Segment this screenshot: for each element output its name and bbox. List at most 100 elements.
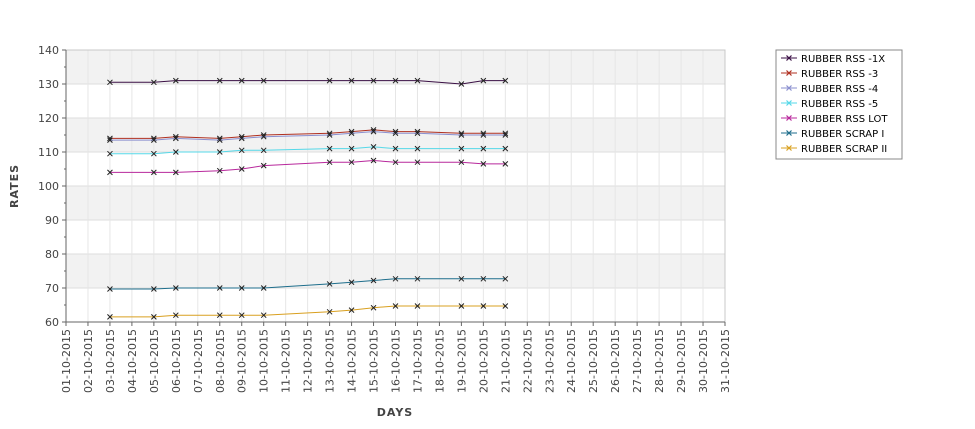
data-point <box>107 150 113 157</box>
y-axis-title: RATES <box>8 164 21 208</box>
data-point <box>370 277 377 284</box>
data-point <box>502 275 509 282</box>
x-tick-label: 18-10-2015 <box>433 329 446 393</box>
data-point <box>151 286 157 292</box>
data-point <box>238 166 245 172</box>
series-4 <box>107 144 509 157</box>
data-point <box>458 132 465 138</box>
data-point <box>172 312 179 319</box>
legend-marker <box>786 85 792 91</box>
data-point <box>107 314 113 320</box>
y-tick-label: 120 <box>38 112 59 125</box>
data-point <box>480 161 487 167</box>
x-tick-label: 20-10-2015 <box>477 329 490 393</box>
x-tick-label: 24-10-2015 <box>565 329 578 393</box>
data-point <box>107 169 113 176</box>
legend-label: RUBBER RSS -5 <box>801 99 878 110</box>
series-1 <box>107 77 509 87</box>
data-point <box>238 147 245 154</box>
data-point <box>151 150 157 157</box>
x-tick-label: 31-10-2015 <box>719 329 732 393</box>
legend-label: RUBBER SCRAP I <box>801 129 884 140</box>
data-point <box>458 275 465 282</box>
data-point <box>392 275 399 282</box>
legend-box <box>775 49 903 160</box>
data-point <box>392 303 399 309</box>
data-point <box>348 130 355 137</box>
data-point <box>458 145 465 152</box>
data-point <box>458 159 465 166</box>
series-line <box>109 278 506 290</box>
legend-marker <box>786 100 792 106</box>
y-tick-label: 130 <box>38 78 59 91</box>
data-point <box>348 307 355 313</box>
x-tick-label: 27-10-2015 <box>631 329 644 393</box>
data-point <box>260 312 267 319</box>
data-point <box>326 159 333 166</box>
legend-label: RUBBER SCRAP II <box>801 144 887 155</box>
x-tick-label: 21-10-2015 <box>499 329 512 393</box>
series-line <box>109 159 506 173</box>
data-point <box>326 132 333 138</box>
x-tick-label: 17-10-2015 <box>411 329 424 393</box>
data-point <box>348 77 355 84</box>
data-point <box>392 145 399 152</box>
x-tick-label: 14-10-2015 <box>346 329 359 393</box>
legend-marker <box>786 145 792 151</box>
data-point <box>326 77 333 84</box>
data-point <box>260 133 267 140</box>
series-5 <box>107 157 509 176</box>
legend: RUBBER RSS -1X RUBBER RSS -3 RUBBER RSS -4… <box>775 49 903 160</box>
data-point <box>107 286 113 292</box>
data-point <box>502 77 509 84</box>
x-tick-label: 13-10-2015 <box>324 329 337 393</box>
x-tick-label: 19-10-2015 <box>455 329 468 393</box>
data-point <box>238 135 245 142</box>
x-tick-label: 16-10-2015 <box>390 329 403 393</box>
legend-item: RUBBER RSS LOT <box>781 114 888 125</box>
data-point <box>414 130 421 137</box>
x-tick-label: 01-10-2015 <box>60 329 73 393</box>
series-line <box>109 129 506 139</box>
data-point <box>370 157 377 164</box>
data-point <box>216 149 223 155</box>
x-tick-label: 09-10-2015 <box>236 329 249 393</box>
x-tick-label: 12-10-2015 <box>302 329 315 393</box>
data-point <box>414 303 421 309</box>
data-point <box>370 304 377 311</box>
x-tick-label: 06-10-2015 <box>170 329 183 393</box>
x-tick-label: 26-10-2015 <box>609 329 622 393</box>
data-point <box>348 159 355 166</box>
data-point <box>480 145 487 152</box>
x-tick-label: 11-10-2015 <box>280 329 293 393</box>
y-tick-label: 110 <box>38 146 59 159</box>
y-tick-label: 70 <box>45 282 59 295</box>
data-point <box>480 132 487 138</box>
x-tick-label: 03-10-2015 <box>104 329 117 393</box>
data-point <box>392 130 399 137</box>
series-line <box>109 131 506 141</box>
x-axis: 01-10-2015 02-10-2015 03-10-2015 04-10-2015… <box>60 321 732 393</box>
x-tick-label: 04-10-2015 <box>126 329 139 393</box>
x-tick-label: 10-10-2015 <box>258 329 271 393</box>
data-point <box>151 314 157 320</box>
legend-label: RUBBER RSS -4 <box>801 84 878 95</box>
data-point <box>502 161 509 167</box>
data-point <box>502 132 509 138</box>
data-point <box>107 137 113 143</box>
data-point <box>238 312 245 319</box>
y-axis: 60 70 80 90 100 110 120 130 140 <box>38 44 67 329</box>
legend-item: RUBBER SCRAP II <box>781 144 887 155</box>
data-point <box>260 147 267 154</box>
x-tick-label: 05-10-2015 <box>148 329 161 393</box>
data-point <box>238 77 245 84</box>
data-point <box>326 145 333 152</box>
data-point <box>458 81 465 87</box>
legend-item: RUBBER RSS -3 <box>781 69 878 80</box>
x-tick-label: 22-10-2015 <box>521 329 534 393</box>
series-7 <box>107 303 509 320</box>
series-layer <box>107 77 509 320</box>
legend-label: RUBBER RSS -3 <box>801 69 878 80</box>
data-point <box>392 77 399 84</box>
